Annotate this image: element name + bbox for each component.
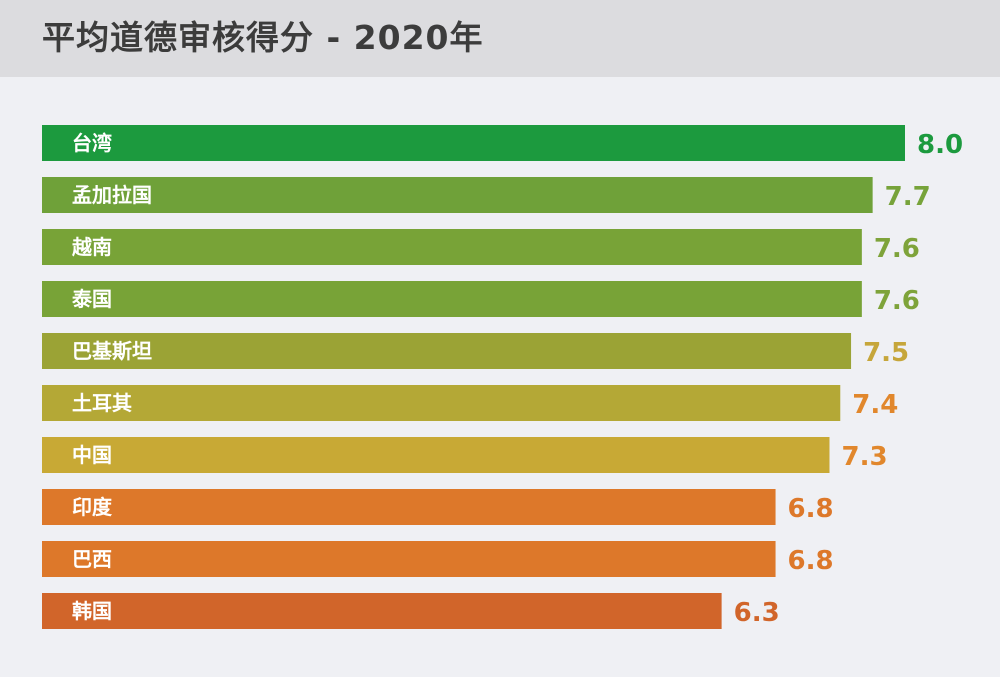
category-label-4: 巴基斯坦 <box>72 339 152 363</box>
bar-6 <box>42 437 830 473</box>
bar-9 <box>42 593 722 629</box>
category-label-1: 孟加拉国 <box>72 183 152 207</box>
value-label-0: 8.0 <box>917 130 963 160</box>
bar-4 <box>42 333 852 369</box>
bar-8 <box>42 541 776 577</box>
value-label-5: 7.4 <box>852 390 898 420</box>
value-label-4: 7.5 <box>863 338 909 368</box>
category-label-3: 泰国 <box>71 287 112 311</box>
value-label-7: 6.8 <box>788 494 834 524</box>
value-label-6: 7.3 <box>841 442 887 472</box>
bar-7 <box>42 489 776 525</box>
chart-title: 平均道德审核得分 - 2020年 <box>42 18 484 57</box>
value-label-9: 6.3 <box>734 598 780 628</box>
category-label-2: 越南 <box>71 235 112 259</box>
title-banner: 平均道德审核得分 - 2020年 <box>0 0 1000 77</box>
bar-5 <box>42 385 841 421</box>
bar-0 <box>42 125 905 161</box>
bar-1 <box>42 177 873 213</box>
value-label-3: 7.6 <box>874 286 920 316</box>
value-label-2: 7.6 <box>874 234 920 264</box>
value-label-8: 6.8 <box>788 546 834 576</box>
category-label-7: 印度 <box>72 495 113 519</box>
bars-group: 台湾 8.0 孟加拉国 7.7 越南 7.6 泰国 7.6 巴基斯坦 7.5 土耳其 7.4 中国 7.3… <box>42 125 963 629</box>
bar-3 <box>42 281 862 317</box>
category-label-6: 中国 <box>72 443 112 467</box>
value-label-1: 7.7 <box>885 182 931 212</box>
category-label-0: 台湾 <box>72 131 112 155</box>
category-label-5: 土耳其 <box>72 391 132 415</box>
bar-2 <box>42 229 862 265</box>
category-label-9: 韩国 <box>72 599 112 623</box>
category-label-8: 巴西 <box>72 547 112 571</box>
